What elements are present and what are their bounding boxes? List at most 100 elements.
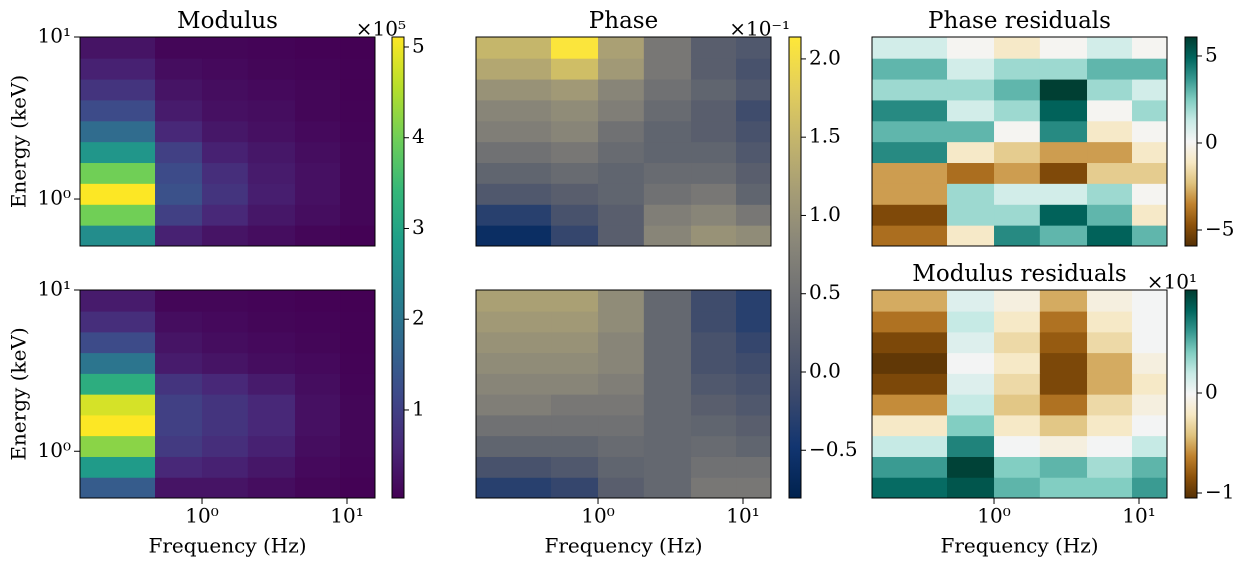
heatmap-cell [872, 79, 948, 101]
heatmap-cell [1087, 79, 1133, 101]
heatmap-cell [1039, 394, 1088, 416]
heatmap-cell [476, 435, 552, 457]
axes-frame [79, 36, 376, 247]
heatmap-cell [643, 414, 692, 437]
heatmap-cell [551, 58, 599, 80]
heatmap-cell [295, 204, 341, 226]
heatmap-cell [691, 183, 737, 205]
heatmap-cell [247, 225, 296, 247]
heatmap-cell [295, 141, 341, 164]
heatmap-cell [994, 373, 1041, 395]
heatmap-cell [155, 435, 203, 457]
colorbar-tick-label: 0 [1205, 129, 1218, 153]
heatmap-cell [80, 183, 156, 205]
heatmap-cell [476, 414, 552, 437]
heatmap-cell [1132, 141, 1168, 164]
heatmap-cell [736, 352, 772, 374]
heatmap-cell [872, 120, 948, 143]
heatmap-cell [736, 456, 772, 478]
heatmap-cell [872, 141, 948, 164]
colorbar-offset-label: ×10⁻¹ [729, 17, 790, 41]
heatmap-cell [691, 456, 737, 478]
heatmap-cell [80, 290, 156, 312]
colorbar [1184, 289, 1198, 499]
heatmap-cell [80, 414, 156, 437]
heatmap-cell [80, 373, 156, 395]
heatmap-cell [202, 352, 249, 374]
heatmap-cell [643, 435, 692, 457]
heatmap-cell [340, 37, 376, 59]
heatmap-cell [202, 204, 249, 226]
heatmap-cell [247, 204, 296, 226]
heatmap-cell [155, 477, 203, 499]
heatmap-cell [1039, 79, 1088, 101]
heatmap-cell [947, 141, 995, 164]
heatmap-cell [691, 311, 737, 333]
heatmap-cell [1039, 331, 1088, 354]
heatmap-cell [994, 311, 1041, 333]
y-axis-label: Energy (keV) [7, 327, 31, 460]
heatmap-cell [1132, 58, 1168, 80]
heatmap-cell [736, 331, 772, 354]
heatmap-cell [736, 435, 772, 457]
heatmap-cell [994, 99, 1041, 122]
heatmap-cell [736, 477, 772, 499]
heatmap-cell [551, 477, 599, 499]
heatmap-cell [1087, 311, 1133, 333]
heatmap-cell [340, 183, 376, 205]
heatmap-cell [736, 394, 772, 416]
heatmap-cell [994, 162, 1041, 184]
heatmap-cell [994, 352, 1041, 374]
heatmap-cell [1087, 435, 1133, 457]
heatmap-cell [1087, 477, 1133, 499]
heatmap-cell [476, 37, 552, 59]
heatmap-cell [643, 456, 692, 478]
colorbar-offset-label: ×10¹ [1147, 270, 1197, 294]
heatmap-cell [202, 120, 249, 143]
heatmap-cell [1039, 456, 1088, 478]
x-tick-label: 10⁰ [977, 504, 1010, 528]
heatmap-cell [295, 373, 341, 395]
heatmap-cell [736, 58, 772, 80]
heatmap-cell [994, 141, 1041, 164]
heatmap-cell [80, 162, 156, 184]
heatmap-cell [247, 414, 296, 437]
heatmap-cell [476, 204, 552, 226]
heatmap-cell [643, 311, 692, 333]
heatmap-cell [202, 141, 249, 164]
heatmap-cell [202, 394, 249, 416]
heatmap-cell [80, 311, 156, 333]
heatmap-cell [202, 162, 249, 184]
heatmap-cell [1039, 183, 1088, 205]
heatmap-cell [155, 79, 203, 101]
chart-title: Modulus residuals [912, 261, 1126, 287]
heatmap-cell [340, 225, 376, 247]
heatmap-cell [1039, 414, 1088, 437]
y-tick-label: 10⁰ [38, 438, 71, 462]
chart-title: Modulus [177, 8, 278, 34]
colorbar [1184, 36, 1198, 247]
heatmap-cell [80, 394, 156, 416]
heatmap-cell [155, 225, 203, 247]
heatmap-cell [80, 99, 156, 122]
heatmap-cell [872, 183, 948, 205]
x-axis-label: Frequency (Hz) [544, 534, 702, 558]
heatmap-cell [551, 456, 599, 478]
heatmap-cell [155, 204, 203, 226]
heatmap-cell [340, 311, 376, 333]
heatmap-cell [994, 79, 1041, 101]
heatmap-cell [340, 373, 376, 395]
heatmap-cell [551, 331, 599, 354]
heatmap-cell [598, 435, 645, 457]
heatmap-cell [1132, 414, 1168, 437]
heatmap-cell [340, 290, 376, 312]
heatmap-cell [1132, 394, 1168, 416]
heatmap-cell [643, 37, 692, 59]
heatmap-cell [551, 394, 599, 416]
heatmap-cell [155, 331, 203, 354]
heatmap-cell [691, 225, 737, 247]
heatmap-cell [1039, 120, 1088, 143]
heatmap-cell [1039, 37, 1088, 59]
heatmap-cell [551, 162, 599, 184]
heatmap-cell [247, 435, 296, 457]
